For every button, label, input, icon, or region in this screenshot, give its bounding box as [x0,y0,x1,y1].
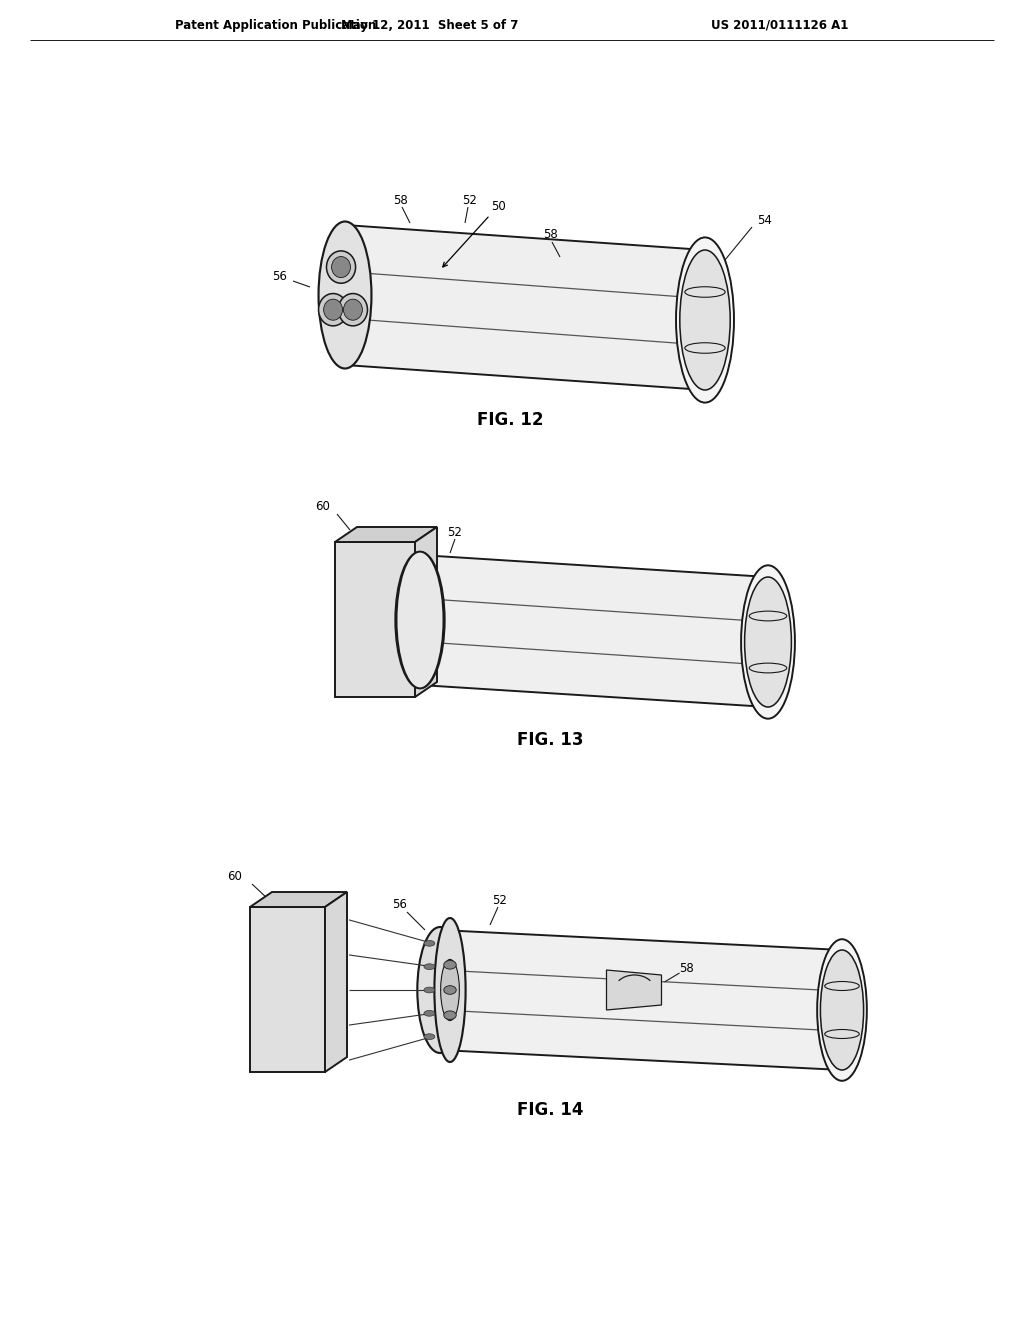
Text: FIG. 13: FIG. 13 [517,731,584,748]
Text: 50: 50 [490,201,506,214]
Text: 54: 54 [758,214,772,227]
Ellipse shape [820,950,863,1071]
Text: 58: 58 [543,228,557,242]
Ellipse shape [443,986,457,994]
Text: 60: 60 [227,870,243,883]
Ellipse shape [332,256,350,277]
Ellipse shape [324,300,343,321]
Text: 56: 56 [392,899,408,912]
Polygon shape [606,970,662,1010]
Ellipse shape [817,940,867,1081]
Ellipse shape [395,552,444,688]
Text: 52: 52 [447,525,463,539]
Ellipse shape [418,927,463,1053]
Ellipse shape [741,565,795,718]
Polygon shape [335,527,437,543]
Polygon shape [335,543,415,697]
Polygon shape [345,224,705,389]
Ellipse shape [424,964,435,970]
Ellipse shape [318,222,372,368]
Ellipse shape [424,1034,435,1040]
Ellipse shape [680,249,730,389]
Ellipse shape [327,251,355,284]
Polygon shape [440,931,842,1071]
Text: 52: 52 [463,194,477,206]
Ellipse shape [424,987,435,993]
Ellipse shape [443,961,457,969]
Text: 56: 56 [272,271,288,284]
Ellipse shape [440,960,460,1020]
Text: FIG. 14: FIG. 14 [517,1101,584,1119]
Ellipse shape [744,577,792,708]
Ellipse shape [318,293,347,326]
Polygon shape [250,907,325,1072]
Ellipse shape [434,917,466,1063]
Text: 52: 52 [493,894,508,907]
Text: Patent Application Publication: Patent Application Publication [175,18,376,32]
Ellipse shape [424,1010,435,1016]
Ellipse shape [338,293,368,326]
Text: 58: 58 [679,961,694,974]
Text: 60: 60 [315,500,331,513]
Text: 58: 58 [392,194,408,206]
Ellipse shape [343,300,362,321]
Polygon shape [325,892,347,1072]
Polygon shape [250,892,347,907]
Ellipse shape [396,552,443,688]
Ellipse shape [424,940,435,946]
Text: US 2011/0111126 A1: US 2011/0111126 A1 [712,18,849,32]
Ellipse shape [676,238,734,403]
Text: May 12, 2011  Sheet 5 of 7: May 12, 2011 Sheet 5 of 7 [341,18,519,32]
Polygon shape [415,527,437,697]
Ellipse shape [443,1011,457,1019]
Text: FIG. 12: FIG. 12 [477,411,544,429]
Polygon shape [420,554,768,708]
